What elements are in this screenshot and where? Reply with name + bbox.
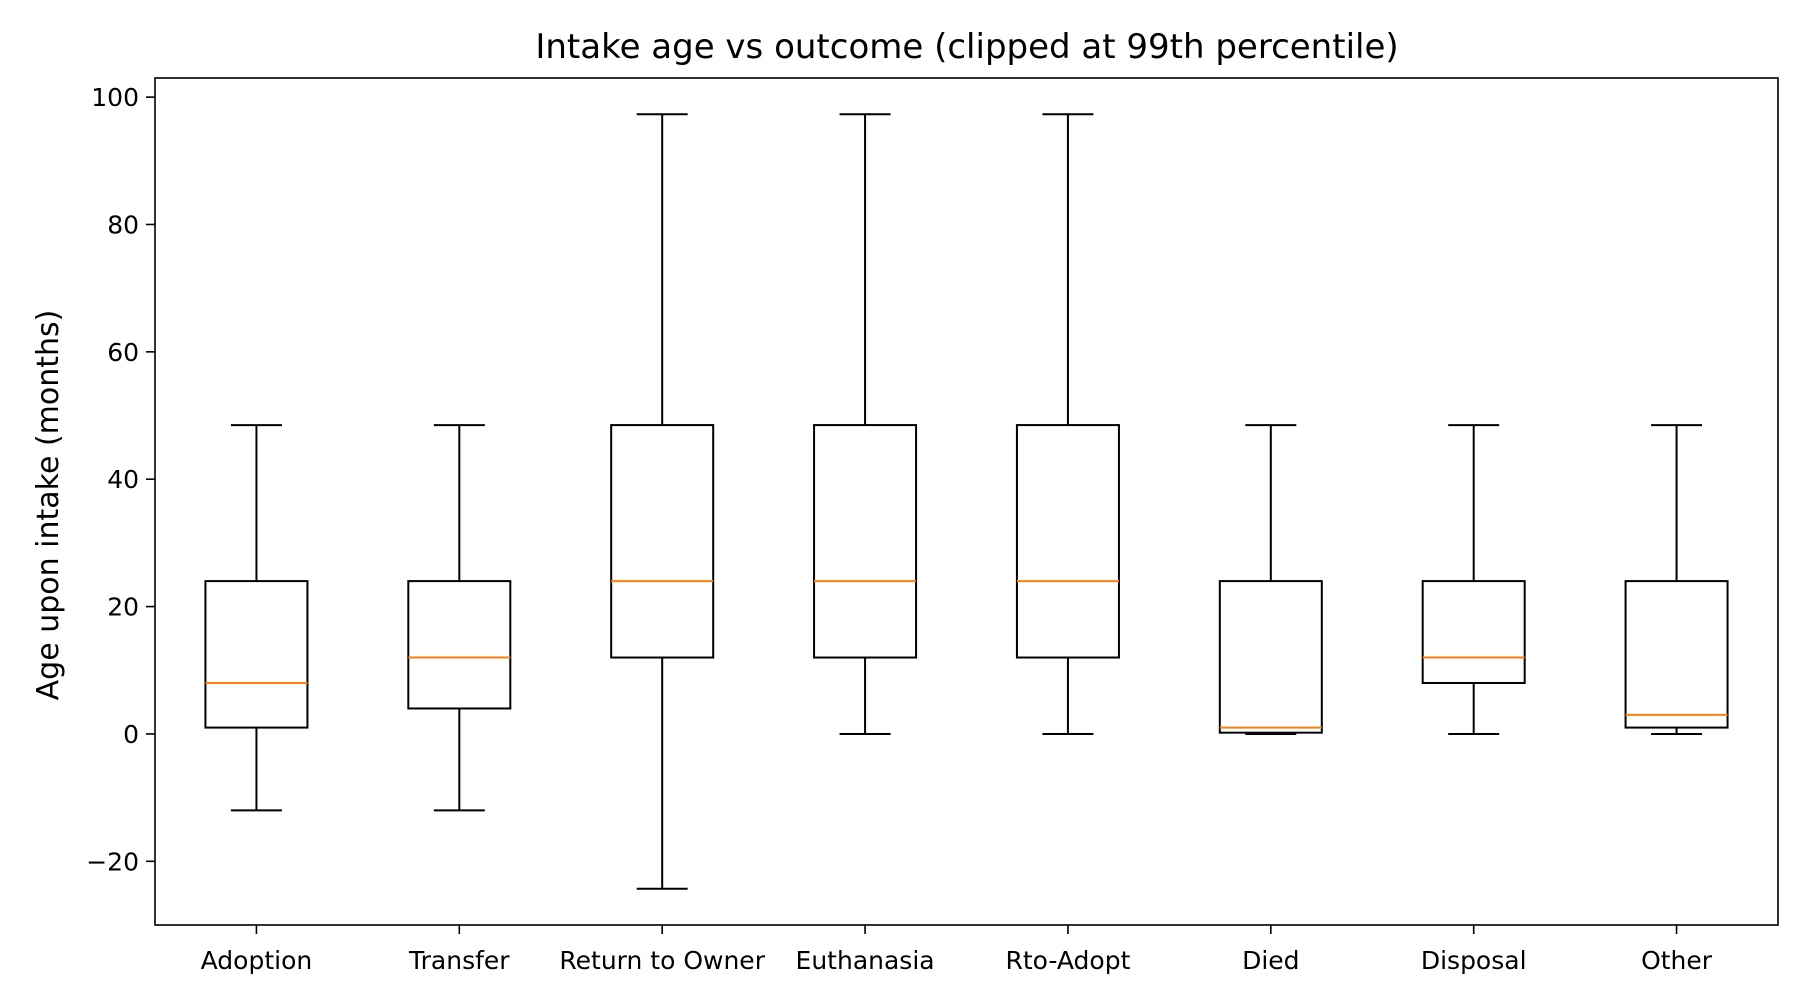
axes-frame	[154, 77, 1779, 926]
box-6-iqr	[1421, 580, 1526, 685]
x-tick-label-5: Died	[1242, 946, 1299, 975]
x-tick-label-0: Adoption	[201, 946, 313, 975]
chart-title: Intake age vs outcome (clipped at 99th p…	[535, 27, 1398, 67]
x-tick-label-6: Disposal	[1421, 946, 1527, 975]
box-1-iqr	[407, 580, 512, 710]
x-tick-label-4: Rto-Adopt	[1005, 946, 1130, 975]
y-tick-label-4: 60	[107, 338, 139, 367]
box-3-iqr	[813, 424, 918, 659]
x-tick-label-2: Return to Owner	[559, 946, 765, 975]
x-tick-label-7: Other	[1641, 946, 1713, 975]
plot-area: −20 0 20 40 60 80 100 Adoption Transfer Return to…	[86, 77, 1779, 975]
y-tick-label-5: 80	[107, 210, 139, 239]
y-tick-label-2: 20	[107, 593, 139, 622]
box-5-iqr	[1218, 580, 1323, 734]
y-tick-label-1: 0	[123, 720, 139, 749]
y-tick-label-3: 40	[107, 465, 139, 494]
x-tick-label-1: Transfer	[408, 946, 510, 975]
box-0-iqr	[204, 580, 309, 729]
box-2-iqr	[610, 424, 715, 659]
y-axis-label: Age upon intake (months)	[31, 310, 66, 701]
box-7-iqr	[1624, 580, 1729, 729]
x-tick-label-3: Euthanasia	[796, 946, 935, 975]
y-tick-label-0: −20	[86, 847, 139, 876]
y-tick-label-6: 100	[91, 83, 139, 112]
box-4-iqr	[1015, 424, 1120, 659]
